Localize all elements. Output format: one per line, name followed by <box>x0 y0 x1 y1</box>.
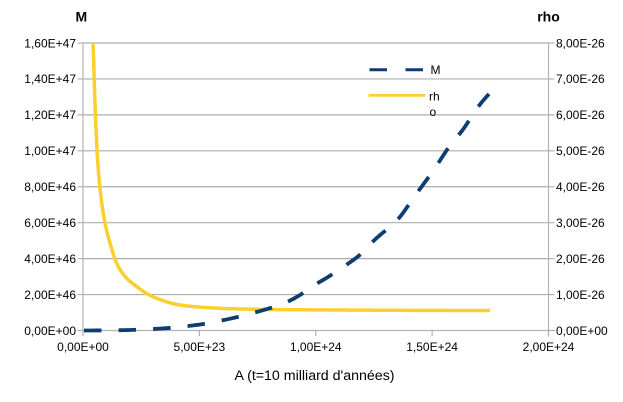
svg-text:1,00E-26: 1,00E-26 <box>556 288 605 302</box>
svg-text:1,20E+47: 1,20E+47 <box>24 108 76 122</box>
svg-text:5,00E-26: 5,00E-26 <box>556 144 605 158</box>
svg-text:1,40E+47: 1,40E+47 <box>24 72 76 86</box>
svg-text:6,00E+46: 6,00E+46 <box>24 216 76 230</box>
svg-text:0,00E+00: 0,00E+00 <box>24 324 76 338</box>
svg-text:A (t=10 milliard d'années): A (t=10 milliard d'années) <box>234 368 394 384</box>
svg-text:1,00E+47: 1,00E+47 <box>24 144 76 158</box>
svg-text:rho: rho <box>537 8 560 24</box>
svg-text:o: o <box>430 105 437 119</box>
svg-text:1,50E+24: 1,50E+24 <box>406 340 458 354</box>
svg-text:6,00E-26: 6,00E-26 <box>556 108 605 122</box>
svg-text:4,00E-26: 4,00E-26 <box>556 180 605 194</box>
svg-text:8,00E+46: 8,00E+46 <box>24 180 76 194</box>
svg-text:M: M <box>75 8 87 24</box>
svg-text:1,60E+47: 1,60E+47 <box>24 36 76 50</box>
svg-text:7,00E-26: 7,00E-26 <box>556 72 605 86</box>
svg-text:M: M <box>431 63 441 77</box>
svg-text:5,00E+23: 5,00E+23 <box>174 340 226 354</box>
svg-text:4,00E+46: 4,00E+46 <box>24 252 76 266</box>
svg-text:2,00E-26: 2,00E-26 <box>556 252 605 266</box>
svg-text:3,00E-26: 3,00E-26 <box>556 216 605 230</box>
svg-text:rh: rh <box>429 89 440 103</box>
svg-text:1,00E+24: 1,00E+24 <box>290 340 342 354</box>
svg-text:0,00E+00: 0,00E+00 <box>556 324 608 338</box>
svg-text:8,00E-26: 8,00E-26 <box>556 36 605 50</box>
svg-text:2,00E+46: 2,00E+46 <box>24 288 76 302</box>
svg-text:2,00E+24: 2,00E+24 <box>523 340 575 354</box>
svg-text:0,00E+00: 0,00E+00 <box>57 340 109 354</box>
